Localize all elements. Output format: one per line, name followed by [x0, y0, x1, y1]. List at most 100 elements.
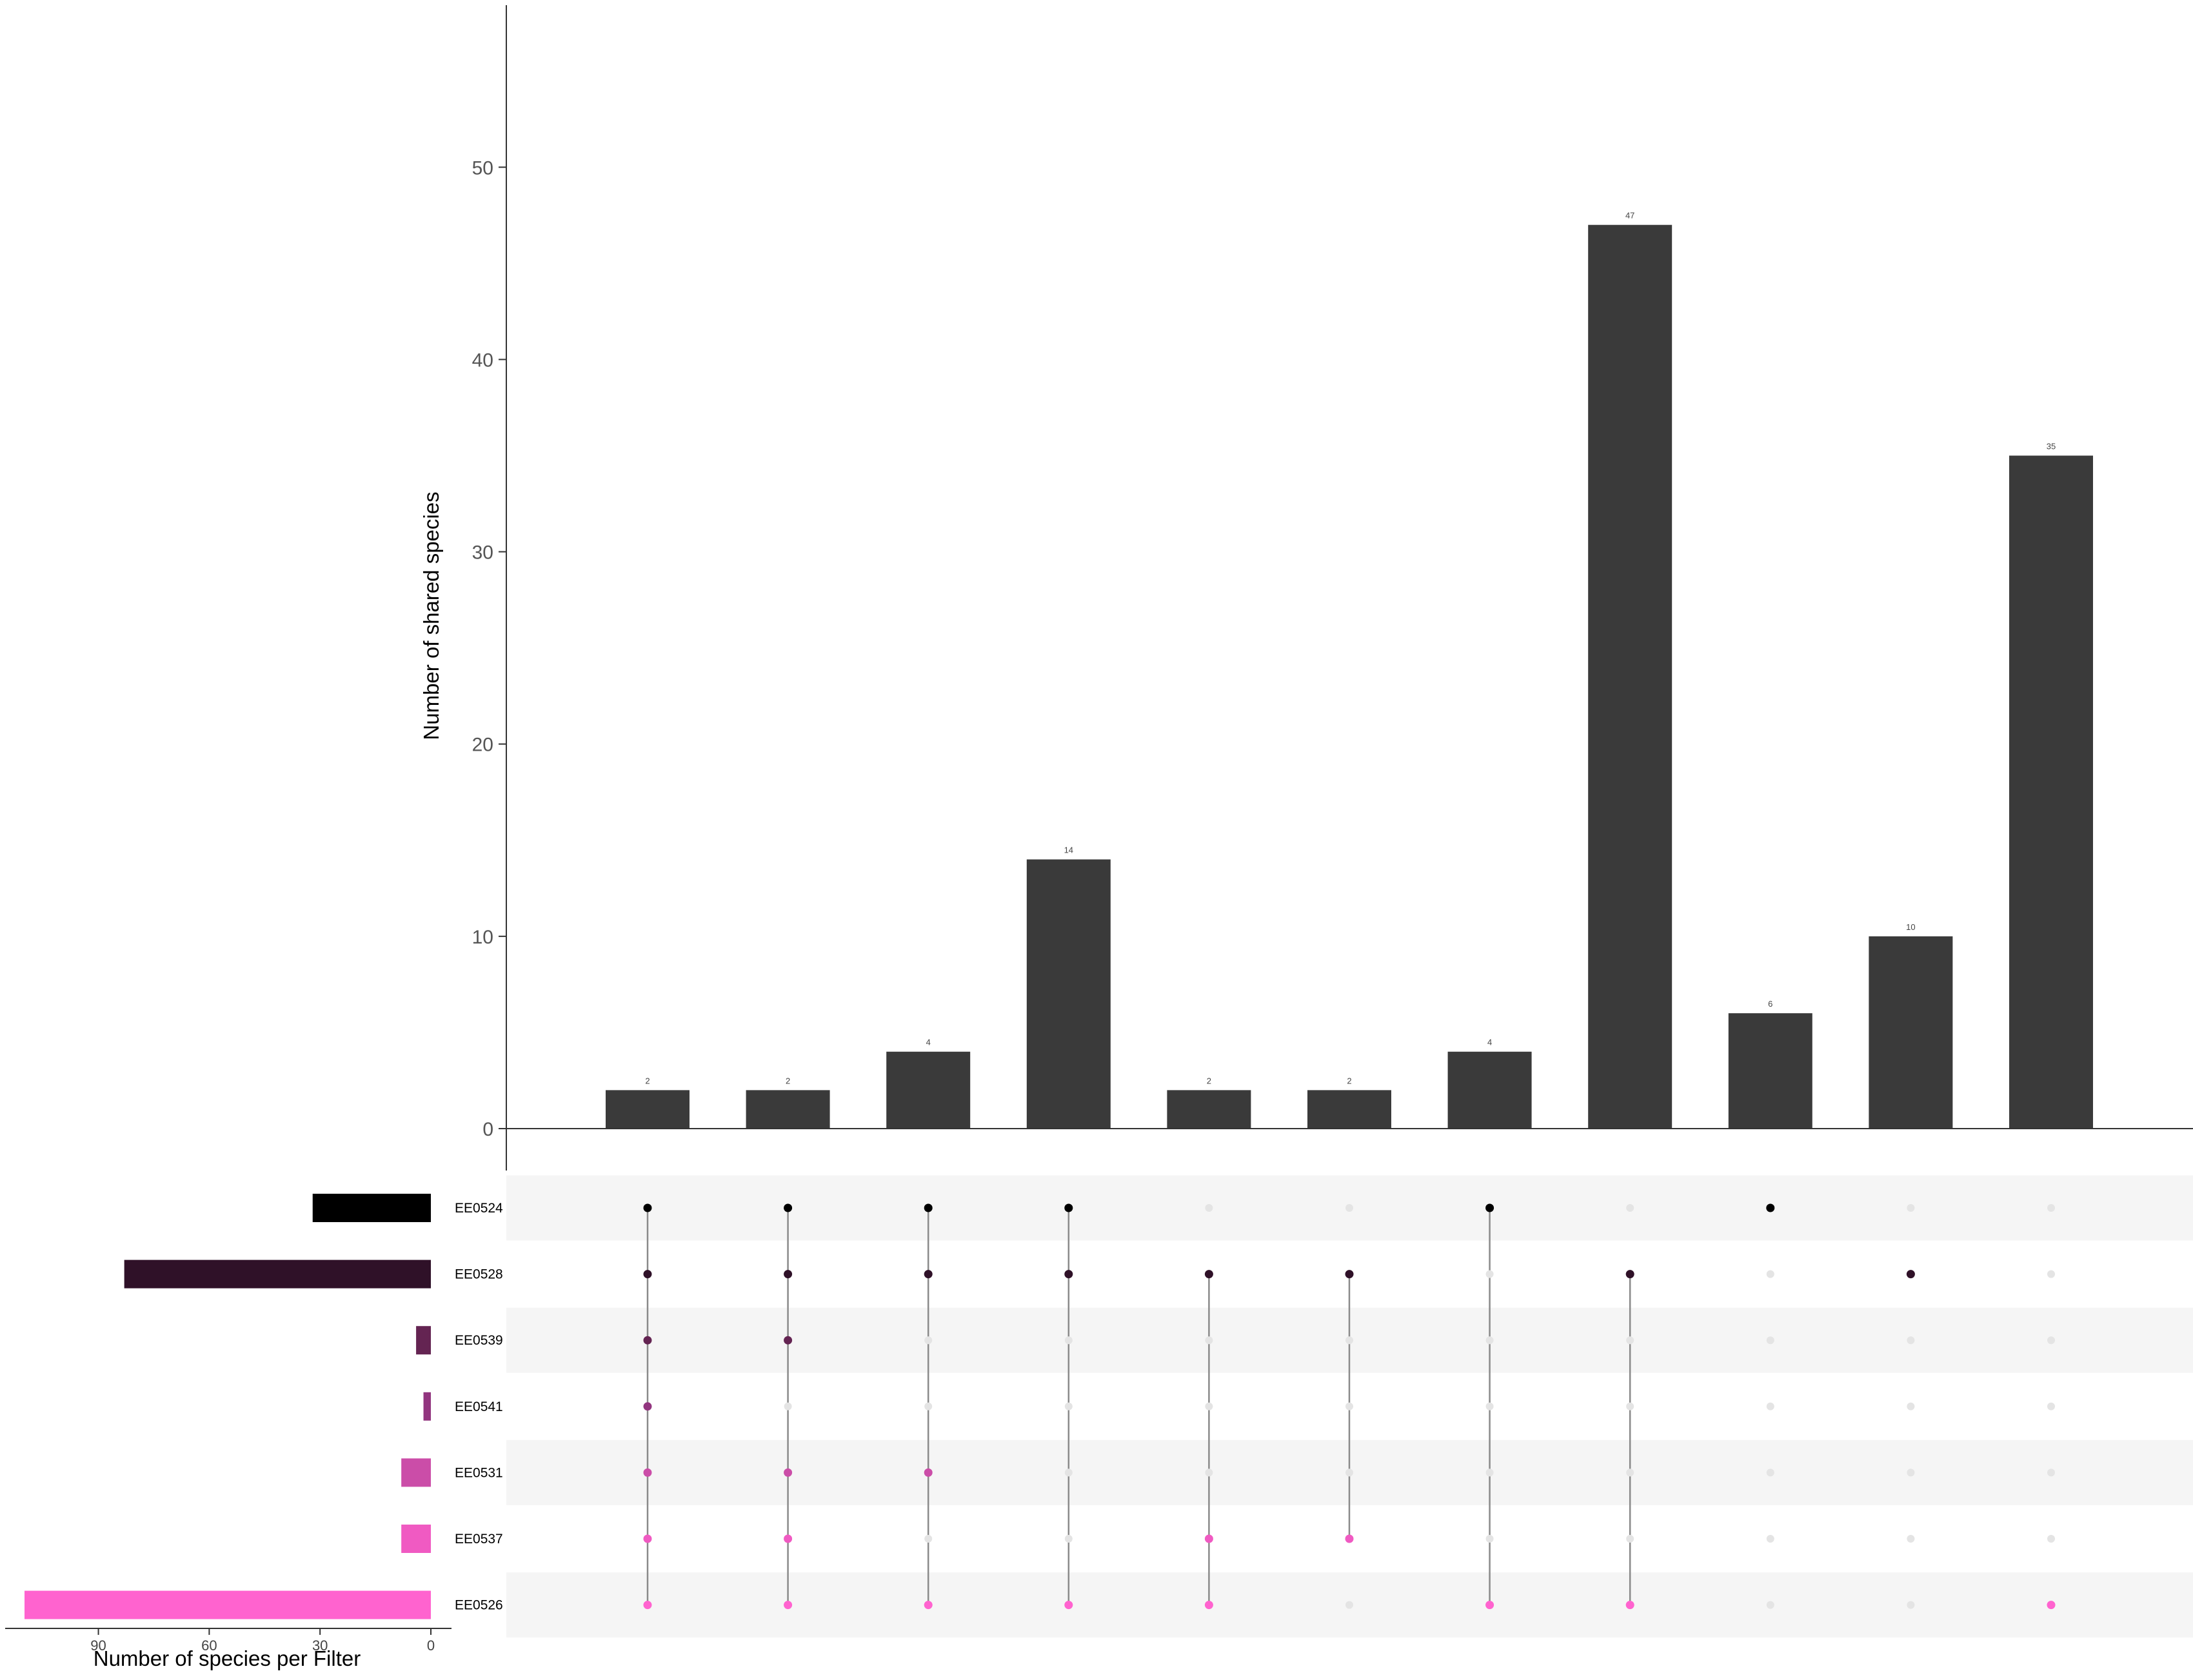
axes: 0 10 20 30 40 50	[472, 5, 2193, 1171]
matrix-dot-active	[643, 1601, 652, 1610]
set-name-label: EE0537	[455, 1532, 503, 1547]
matrix-dot-inactive	[1626, 1468, 1634, 1477]
matrix-dot-inactive	[1205, 1204, 1213, 1212]
matrix-dot-active	[643, 1270, 652, 1279]
intersection-bar	[1869, 936, 1953, 1129]
matrix-dot-inactive	[924, 1336, 933, 1345]
set-size-bar	[124, 1260, 432, 1289]
y-axis-title: Number of shared species	[419, 491, 443, 740]
matrix-dot-active	[643, 1203, 652, 1212]
matrix-dot-active	[1485, 1601, 1494, 1610]
matrix-dot-active	[1064, 1270, 1073, 1279]
bar-value-label: 4	[1487, 1038, 1492, 1047]
matrix-dot-inactive	[2047, 1535, 2055, 1543]
matrix-dot-active	[643, 1468, 652, 1477]
set-name-label: EE0541	[455, 1399, 503, 1414]
matrix-dot-inactive	[1345, 1402, 1353, 1410]
matrix-dot-inactive	[1345, 1601, 1353, 1609]
matrix-dot-active	[1345, 1270, 1354, 1279]
matrix-dot-active	[1064, 1203, 1073, 1212]
matrix-dot-inactive	[1626, 1204, 1634, 1212]
matrix-dot-active	[1064, 1601, 1073, 1610]
y-tick-label: 30	[472, 542, 493, 564]
bar-value-label: 4	[926, 1038, 931, 1047]
matrix-dot-inactive	[2047, 1270, 2055, 1278]
intersection-bar	[1728, 1013, 1812, 1129]
matrix-dot-active	[784, 1468, 793, 1477]
matrix-dot-inactive	[1626, 1402, 1634, 1410]
matrix-dot-active	[924, 1601, 933, 1610]
set-name-label: EE0531	[455, 1465, 503, 1480]
matrix-dot-active	[924, 1468, 933, 1477]
intersection-bar	[1167, 1090, 1251, 1129]
matrix-dot-inactive	[2047, 1204, 2055, 1212]
matrix-dot-inactive	[1907, 1402, 1915, 1410]
bar-value-label: 35	[2047, 441, 2056, 451]
matrix-dot-inactive	[924, 1535, 933, 1543]
matrix-dot-inactive	[924, 1402, 933, 1410]
bar-value-label: 2	[645, 1076, 650, 1085]
matrix-dot-inactive	[1345, 1336, 1353, 1345]
intersection-bar	[1307, 1090, 1391, 1129]
set-size-tick-label: 90	[90, 1637, 106, 1654]
set-size-bar	[423, 1392, 431, 1421]
matrix-dot-inactive	[1345, 1468, 1353, 1477]
bar-value-label: 2	[786, 1076, 790, 1085]
matrix-dot-inactive	[1485, 1270, 1494, 1278]
intersection-bar	[606, 1090, 690, 1129]
matrix-dot-inactive	[1064, 1336, 1073, 1345]
y-tick-label: 20	[472, 735, 493, 756]
matrix-dot-inactive	[1626, 1336, 1634, 1345]
matrix-dot-inactive	[1485, 1336, 1494, 1345]
matrix-dot-inactive	[1485, 1535, 1494, 1543]
matrix-dot-inactive	[1766, 1468, 1774, 1477]
set-size-bar	[416, 1326, 431, 1355]
matrix-dot-active	[643, 1402, 652, 1411]
matrix-dot-inactive	[1907, 1601, 1915, 1609]
set-size-tick-label: 60	[201, 1637, 217, 1654]
matrix-dot-inactive	[1766, 1402, 1774, 1410]
matrix-dot-inactive	[1626, 1535, 1634, 1543]
intersection-bar	[1588, 224, 1672, 1129]
set-size-bar	[401, 1458, 431, 1487]
set-size-tick-label: 30	[312, 1637, 328, 1654]
matrix-dot-inactive	[1205, 1468, 1213, 1477]
matrix-dot-inactive	[1766, 1601, 1774, 1609]
matrix-dot-active	[784, 1336, 793, 1345]
matrix-dot-active	[2047, 1601, 2056, 1610]
set-name-label: EE0528	[455, 1267, 503, 1282]
matrix-dot-active	[1625, 1270, 1634, 1279]
intersection-bar	[1026, 859, 1111, 1129]
set-size-bar	[312, 1194, 431, 1222]
matrix-dot-inactive	[1907, 1336, 1915, 1345]
y-tick-label: 10	[472, 927, 493, 948]
matrix-dot-inactive	[1485, 1468, 1494, 1477]
matrix-dot-inactive	[1064, 1468, 1073, 1477]
bar-value-label: 6	[1768, 999, 1772, 1009]
matrix-dot-inactive	[2047, 1468, 2055, 1477]
matrix-dot-active	[1204, 1601, 1213, 1610]
set-name-label: EE0539	[455, 1333, 503, 1348]
bar-value-label: 2	[1207, 1076, 1211, 1085]
matrix-dot-inactive	[1064, 1402, 1073, 1410]
matrix-dot-active	[1204, 1534, 1213, 1543]
set-name-label: EE0526	[455, 1598, 503, 1613]
set-size-axis-title: Number of species per Filter	[94, 1646, 361, 1670]
matrix-dot-inactive	[1766, 1336, 1774, 1345]
matrix-dot-active	[784, 1534, 793, 1543]
matrix-dot-inactive	[1766, 1270, 1774, 1278]
set-size-bars: EE0524 EE0528 EE0539 EE0541 EE0531 EE0537 EE05…	[5, 1194, 503, 1654]
matrix-dot-active	[784, 1601, 793, 1610]
matrix-dot-active	[1485, 1203, 1494, 1212]
matrix-dot-active	[1625, 1601, 1634, 1610]
intersection-bars: 2 2 4 14 2 2 4 47 6 10 35	[606, 211, 2093, 1129]
bar-value-label: 47	[1625, 211, 1634, 221]
set-name-label: EE0524	[455, 1201, 503, 1216]
y-tick-label: 0	[482, 1119, 493, 1140]
matrix-dot-inactive	[1205, 1402, 1213, 1410]
set-size-bar	[25, 1590, 431, 1619]
intersection-bar	[746, 1090, 830, 1129]
matrix-dot-inactive	[2047, 1402, 2055, 1410]
intersection-matrix	[643, 1203, 2056, 1610]
matrix-dot-inactive	[2047, 1336, 2055, 1345]
